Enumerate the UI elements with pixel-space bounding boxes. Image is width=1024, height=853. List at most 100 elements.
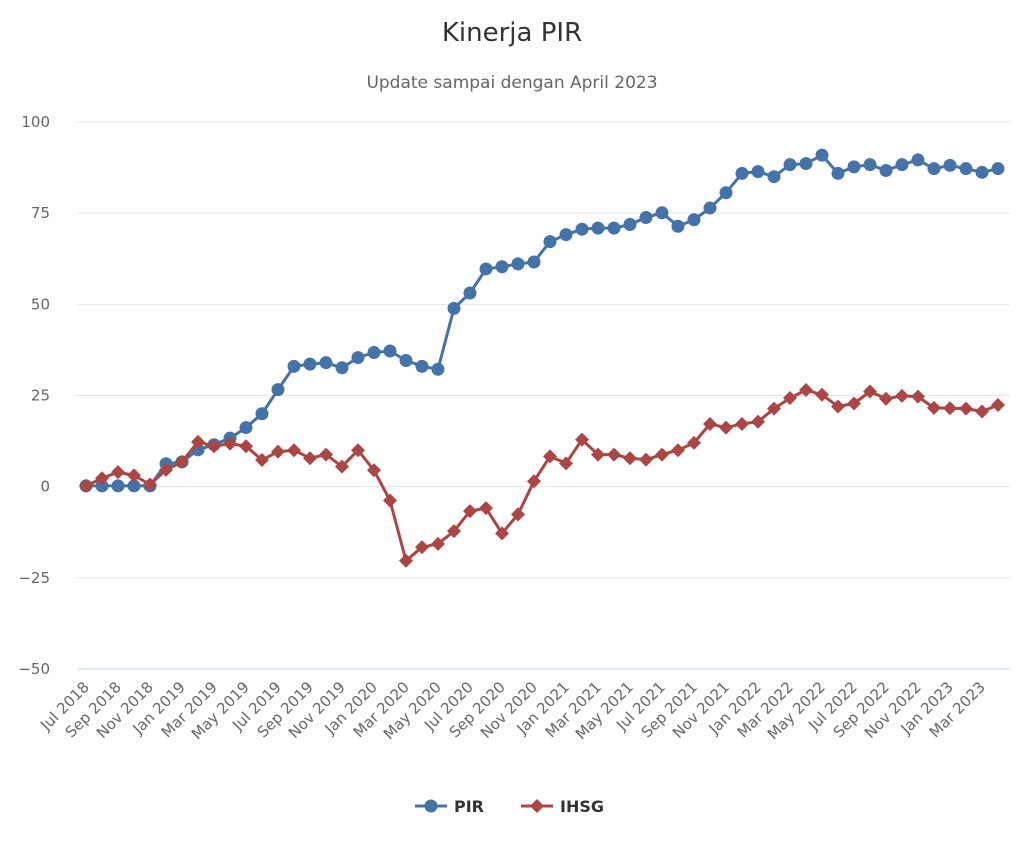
point-ihsg[interactable] — [191, 434, 205, 449]
point-ihsg[interactable] — [175, 454, 189, 469]
point-ihsg[interactable] — [847, 396, 861, 411]
point-pir[interactable] — [959, 162, 973, 176]
point-pir[interactable] — [911, 153, 925, 167]
point-pir[interactable] — [463, 286, 477, 300]
point-ihsg[interactable] — [719, 420, 733, 435]
point-ihsg[interactable] — [335, 459, 349, 474]
point-ihsg[interactable] — [575, 432, 589, 447]
point-pir[interactable] — [751, 165, 765, 179]
point-ihsg[interactable] — [527, 474, 541, 489]
point-pir[interactable] — [255, 407, 269, 421]
point-pir[interactable] — [623, 217, 637, 231]
point-pir[interactable] — [975, 165, 989, 179]
point-pir[interactable] — [895, 158, 909, 172]
point-ihsg[interactable] — [255, 453, 269, 468]
point-ihsg[interactable] — [127, 468, 141, 483]
point-ihsg[interactable] — [383, 493, 397, 508]
point-ihsg[interactable] — [351, 443, 365, 458]
point-pir[interactable] — [687, 213, 701, 227]
point-ihsg[interactable] — [431, 536, 445, 551]
point-ihsg[interactable] — [287, 443, 301, 458]
point-ihsg[interactable] — [655, 447, 669, 462]
point-pir[interactable] — [383, 344, 397, 358]
point-pir[interactable] — [783, 158, 797, 172]
point-pir[interactable] — [607, 221, 621, 235]
point-pir[interactable] — [447, 301, 461, 315]
point-pir[interactable] — [527, 255, 541, 269]
point-ihsg[interactable] — [207, 439, 221, 454]
point-pir[interactable] — [415, 359, 429, 373]
point-ihsg[interactable] — [927, 400, 941, 415]
point-ihsg[interactable] — [143, 477, 157, 492]
point-ihsg[interactable] — [223, 436, 237, 451]
point-pir[interactable] — [335, 361, 349, 375]
point-pir[interactable] — [847, 160, 861, 174]
point-pir[interactable] — [943, 158, 957, 172]
point-pir[interactable] — [927, 162, 941, 176]
point-pir[interactable] — [655, 206, 669, 220]
point-ihsg[interactable] — [559, 456, 573, 471]
point-pir[interactable] — [559, 228, 573, 242]
point-ihsg[interactable] — [95, 471, 109, 486]
point-ihsg[interactable] — [911, 389, 925, 404]
point-pir[interactable] — [815, 148, 829, 162]
point-pir[interactable] — [303, 357, 317, 371]
point-ihsg[interactable] — [767, 401, 781, 416]
point-pir[interactable] — [703, 201, 717, 215]
point-ihsg[interactable] — [367, 463, 381, 478]
point-pir[interactable] — [399, 353, 413, 367]
point-ihsg[interactable] — [799, 383, 813, 398]
point-pir[interactable] — [287, 359, 301, 373]
point-ihsg[interactable] — [863, 384, 877, 399]
point-pir[interactable] — [271, 383, 285, 397]
point-ihsg[interactable] — [783, 391, 797, 406]
point-ihsg[interactable] — [463, 504, 477, 519]
point-pir[interactable] — [495, 260, 509, 274]
point-pir[interactable] — [639, 211, 653, 225]
point-ihsg[interactable] — [607, 447, 621, 462]
point-ihsg[interactable] — [159, 462, 173, 477]
point-pir[interactable] — [127, 479, 141, 493]
point-pir[interactable] — [831, 166, 845, 180]
point-ihsg[interactable] — [735, 416, 749, 431]
legend-item-pir[interactable]: PIR — [415, 797, 484, 816]
point-ihsg[interactable] — [703, 416, 717, 431]
point-ihsg[interactable] — [815, 387, 829, 402]
point-ihsg[interactable] — [111, 465, 125, 480]
point-ihsg[interactable] — [271, 444, 285, 459]
point-pir[interactable] — [95, 479, 109, 493]
point-pir[interactable] — [591, 221, 605, 235]
point-ihsg[interactable] — [623, 451, 637, 466]
point-ihsg[interactable] — [687, 435, 701, 450]
point-pir[interactable] — [671, 219, 685, 233]
point-ihsg[interactable] — [751, 414, 765, 429]
point-ihsg[interactable] — [591, 447, 605, 462]
point-pir[interactable] — [431, 362, 445, 376]
point-ihsg[interactable] — [671, 443, 685, 458]
point-pir[interactable] — [319, 356, 333, 370]
point-ihsg[interactable] — [511, 507, 525, 522]
point-pir[interactable] — [575, 222, 589, 236]
point-pir[interactable] — [879, 164, 893, 178]
point-ihsg[interactable] — [895, 388, 909, 403]
point-pir[interactable] — [863, 158, 877, 172]
point-ihsg[interactable] — [959, 401, 973, 416]
point-ihsg[interactable] — [975, 404, 989, 419]
point-ihsg[interactable] — [639, 452, 653, 467]
point-ihsg[interactable] — [79, 478, 93, 493]
point-pir[interactable] — [735, 166, 749, 180]
point-ihsg[interactable] — [495, 526, 509, 541]
point-ihsg[interactable] — [831, 399, 845, 414]
legend-item-ihsg[interactable]: IHSG — [521, 797, 604, 816]
point-pir[interactable] — [479, 262, 493, 276]
point-pir[interactable] — [719, 186, 733, 200]
point-ihsg[interactable] — [303, 451, 317, 466]
point-pir[interactable] — [767, 170, 781, 184]
point-pir[interactable] — [543, 235, 557, 249]
point-pir[interactable] — [351, 351, 365, 365]
point-ihsg[interactable] — [479, 501, 493, 516]
point-pir[interactable] — [991, 162, 1005, 176]
point-ihsg[interactable] — [415, 540, 429, 555]
point-ihsg[interactable] — [943, 401, 957, 416]
point-ihsg[interactable] — [991, 397, 1005, 412]
